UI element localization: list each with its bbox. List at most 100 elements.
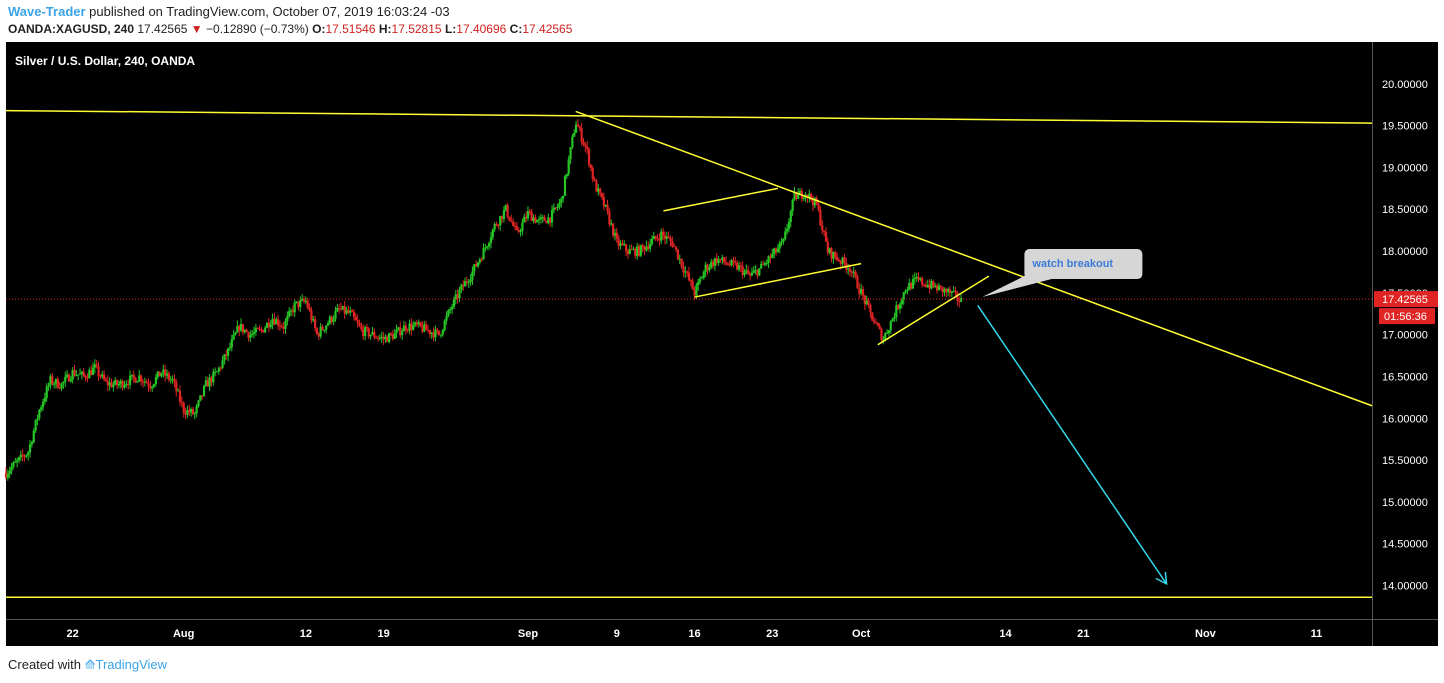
candle-body-332 [619, 243, 622, 246]
candle-body-266 [497, 225, 500, 227]
candle-body-323 [602, 197, 605, 207]
candle-body-185 [347, 310, 350, 313]
candle-body-387 [721, 257, 724, 261]
x-tick-label-1: Aug [173, 628, 194, 640]
candle-body-203 [380, 336, 383, 338]
candle-body-302 [563, 176, 567, 196]
candle-body-7 [17, 457, 21, 461]
candle-body-141 [265, 322, 269, 328]
trendline-channel-lower[interactable] [694, 262, 862, 298]
candle-body-418 [778, 242, 781, 249]
x-tick-label-3: 19 [377, 628, 389, 640]
candle-body-307 [573, 132, 576, 137]
candle-body-137 [258, 328, 261, 330]
candle-body-57 [110, 382, 113, 388]
candle-body-153 [288, 311, 291, 317]
low-label: L: [444, 22, 457, 36]
candle-body-410 [763, 263, 766, 265]
candle-body-510 [948, 289, 952, 293]
candle-body-110 [208, 377, 211, 387]
candle-body-42 [82, 371, 85, 376]
candle-body-269 [502, 210, 506, 219]
candle-body-378 [704, 264, 707, 273]
candle-body-86 [164, 369, 167, 376]
callout-box[interactable] [1024, 249, 1143, 280]
trendline-channel-upper[interactable] [663, 187, 778, 212]
candle-body-328 [612, 223, 615, 236]
candle-body-82 [156, 371, 159, 378]
candle-body-268 [500, 216, 504, 219]
candle-body-493 [917, 276, 920, 280]
candle-body-41 [80, 371, 83, 374]
price-axis[interactable]: 14.00000 14.50000 15.00000 15.50000 16.00000… [1374, 79, 1438, 593]
tradingview-brand[interactable]: TradingView [95, 657, 168, 672]
candle-body-192 [360, 325, 363, 330]
candle-body-507 [943, 288, 946, 293]
y-tick-label-1: 14.50000 [1382, 539, 1428, 551]
candle-body-463 [861, 289, 865, 296]
candle-body-241 [450, 307, 454, 310]
candle-body-256 [478, 259, 481, 263]
candle-body-56 [108, 382, 111, 386]
candle-body-197 [369, 334, 372, 337]
projection-arrow[interactable] [977, 304, 1168, 585]
candle-body-258 [482, 248, 485, 260]
candle-body-103 [195, 406, 198, 414]
candle-body-278 [519, 230, 522, 232]
candle-body-472 [878, 325, 881, 329]
candle-body-147 [276, 319, 280, 326]
candle-body-251 [469, 279, 472, 283]
candle-body-361 [673, 246, 676, 248]
candle-body-165 [310, 310, 313, 321]
candle-body-140 [264, 327, 267, 333]
current-price: 17.42565 [137, 22, 188, 36]
candle-body-34 [67, 374, 71, 382]
author-link[interactable]: Wave-Trader [8, 4, 86, 19]
candle-body-138 [260, 328, 263, 331]
candle-body-175 [328, 316, 332, 324]
candle-body-345 [643, 246, 646, 251]
candle-body-295 [550, 210, 554, 223]
candle-body-25 [51, 376, 54, 384]
candle-body-105 [199, 395, 202, 401]
y-tick-label-8: 18.00000 [1382, 246, 1428, 258]
candle-body-66 [127, 384, 130, 386]
time-axis[interactable]: 22 Aug 12 19 Sep 9 16 23 Oct 14 21 Nov 11 [67, 628, 1323, 640]
candle-body-263 [491, 229, 494, 238]
candle-body-208 [389, 333, 393, 335]
candle-body-214 [401, 331, 404, 336]
candle-body-194 [363, 327, 367, 336]
candle-body-490 [911, 279, 915, 289]
candle-body-112 [212, 371, 215, 383]
candle-body-216 [404, 325, 407, 331]
trendline-wedge-lower[interactable] [877, 275, 990, 346]
candle-body-477 [887, 330, 891, 334]
trendline-horizontal-resistance[interactable] [5, 109, 1373, 124]
candle-body-215 [402, 325, 406, 332]
y-tick-label-4: 16.00000 [1382, 413, 1428, 425]
candle-body-176 [330, 316, 333, 322]
candle-body-2 [8, 470, 11, 474]
candle-body-468 [871, 312, 874, 321]
candle-body-63 [121, 380, 124, 388]
trendline-descending-resistance[interactable] [575, 110, 1373, 407]
candle-body-48 [93, 364, 96, 368]
candle-body-183 [343, 306, 346, 314]
candle-body-98 [186, 409, 189, 415]
candle-body-73 [140, 375, 143, 382]
candle-body-369 [687, 272, 691, 281]
candle-body-102 [193, 413, 196, 415]
candle-body-204 [382, 336, 385, 340]
candle-body-253 [473, 264, 476, 272]
candle-body-33 [65, 374, 69, 377]
candle-body-415 [773, 248, 776, 254]
candle-body-360 [671, 240, 674, 247]
candle-body-417 [776, 248, 779, 253]
candle-body-37 [73, 369, 76, 376]
candle-body-111 [210, 377, 213, 383]
candle-body-178 [334, 311, 337, 319]
candle-body-6 [16, 460, 19, 462]
candle-body-273 [510, 220, 513, 222]
candle-body-243 [454, 294, 457, 300]
